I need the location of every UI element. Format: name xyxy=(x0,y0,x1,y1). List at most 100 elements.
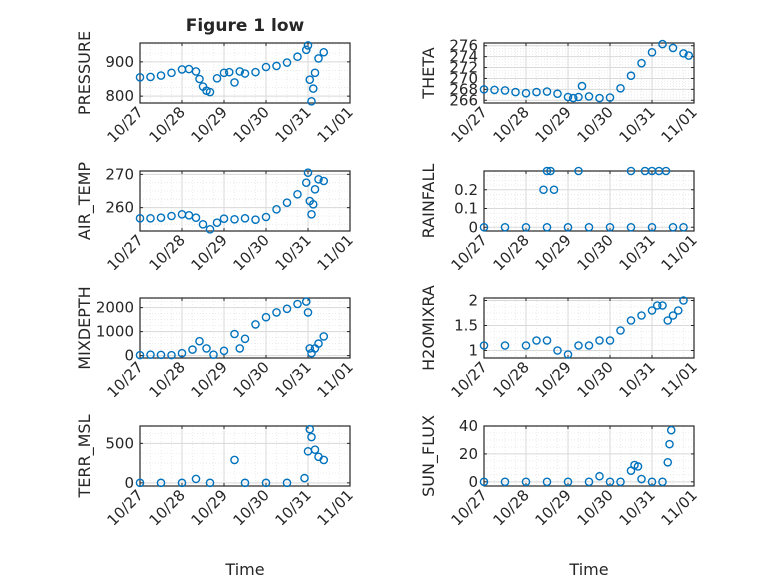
data-point xyxy=(301,178,311,187)
data-point xyxy=(616,326,625,335)
data-point xyxy=(240,69,250,78)
data-point xyxy=(584,341,594,350)
data-point xyxy=(156,478,166,488)
data-point xyxy=(574,166,583,176)
y-axis-label: RAINFALL xyxy=(419,164,438,239)
y-tick-label: 268 xyxy=(449,80,478,98)
data-point xyxy=(310,68,320,78)
y-tick-label: 0.1 xyxy=(454,200,478,218)
data-point xyxy=(310,185,320,194)
data-point xyxy=(156,350,166,360)
data-point xyxy=(616,477,625,487)
data-point xyxy=(652,301,662,310)
data-point xyxy=(511,87,520,97)
x-axis-label-left: Time xyxy=(224,560,264,579)
data-point xyxy=(202,344,211,353)
data-point xyxy=(282,304,292,314)
y-tick-label: 0.2 xyxy=(454,181,478,199)
data-point xyxy=(500,477,510,487)
y-tick-label: 0 xyxy=(124,347,134,365)
y-tick-label: 276 xyxy=(449,37,478,55)
data-point xyxy=(319,176,329,186)
y-tick-label: 272 xyxy=(449,59,478,77)
data-point xyxy=(521,477,531,487)
data-point xyxy=(626,222,636,232)
data-point xyxy=(605,336,615,345)
y-tick-label: 500 xyxy=(105,434,134,452)
data-point xyxy=(230,329,239,339)
data-point xyxy=(663,457,673,467)
data-point xyxy=(668,222,678,232)
data-point xyxy=(626,166,636,176)
data-point xyxy=(684,51,694,60)
data-point xyxy=(319,332,329,341)
data-point xyxy=(198,220,208,229)
y-tick-label: 0 xyxy=(468,218,478,236)
data-point xyxy=(305,75,315,84)
data-point xyxy=(637,311,646,320)
data-point xyxy=(191,67,201,76)
data-point xyxy=(647,477,657,487)
y-tick-label: 0 xyxy=(468,473,478,491)
data-point xyxy=(261,312,271,322)
data-point xyxy=(219,346,229,356)
y-tick-label: 270 xyxy=(449,69,478,87)
data-point xyxy=(542,477,552,487)
data-point xyxy=(135,350,145,360)
y-tick-label: 2 xyxy=(468,292,478,310)
data-point xyxy=(224,67,234,77)
data-point xyxy=(595,471,604,481)
data-point xyxy=(546,166,555,176)
data-point xyxy=(195,336,204,346)
data-point xyxy=(679,49,688,58)
data-point xyxy=(500,222,510,232)
data-point xyxy=(626,316,636,325)
data-point xyxy=(205,87,215,97)
y-axis-label: AIR_TEMP xyxy=(75,162,95,240)
data-point xyxy=(549,185,559,195)
data-point xyxy=(563,92,573,102)
data-point xyxy=(668,43,678,53)
data-point xyxy=(156,213,166,222)
data-point xyxy=(177,478,187,488)
data-point xyxy=(195,74,204,84)
y-tick-label: 266 xyxy=(449,91,478,109)
data-point xyxy=(595,93,604,103)
x-axis-label-right: Time xyxy=(568,560,608,579)
data-point xyxy=(637,474,646,484)
data-point xyxy=(300,473,309,483)
data-point xyxy=(490,85,499,95)
data-point xyxy=(293,190,302,199)
y-tick-label: 274 xyxy=(449,48,478,66)
data-point xyxy=(668,311,678,320)
data-point xyxy=(282,478,292,488)
data-point xyxy=(235,67,245,76)
data-point xyxy=(303,168,313,177)
data-point xyxy=(563,350,573,359)
data-point xyxy=(188,345,197,354)
data-point xyxy=(303,308,313,317)
axes-box xyxy=(483,42,695,104)
data-point xyxy=(521,88,531,98)
data-point xyxy=(305,344,315,353)
data-point xyxy=(647,47,657,57)
data-point xyxy=(479,477,489,487)
data-point xyxy=(135,478,145,488)
y-axis-label: PRESSURE xyxy=(75,31,94,115)
data-point xyxy=(319,47,329,57)
data-point xyxy=(146,214,155,223)
data-point xyxy=(251,215,260,224)
data-point xyxy=(167,211,176,221)
data-point xyxy=(679,222,688,232)
data-point xyxy=(310,445,320,454)
data-point xyxy=(240,334,250,344)
data-point xyxy=(156,71,166,80)
data-point xyxy=(542,166,552,176)
data-point xyxy=(235,344,245,353)
data-point xyxy=(595,336,604,345)
data-point xyxy=(500,341,510,350)
data-point xyxy=(305,424,315,434)
data-point xyxy=(251,320,260,329)
y-axis-label: H2OMIXRA xyxy=(419,285,438,371)
axes-box xyxy=(139,170,351,232)
